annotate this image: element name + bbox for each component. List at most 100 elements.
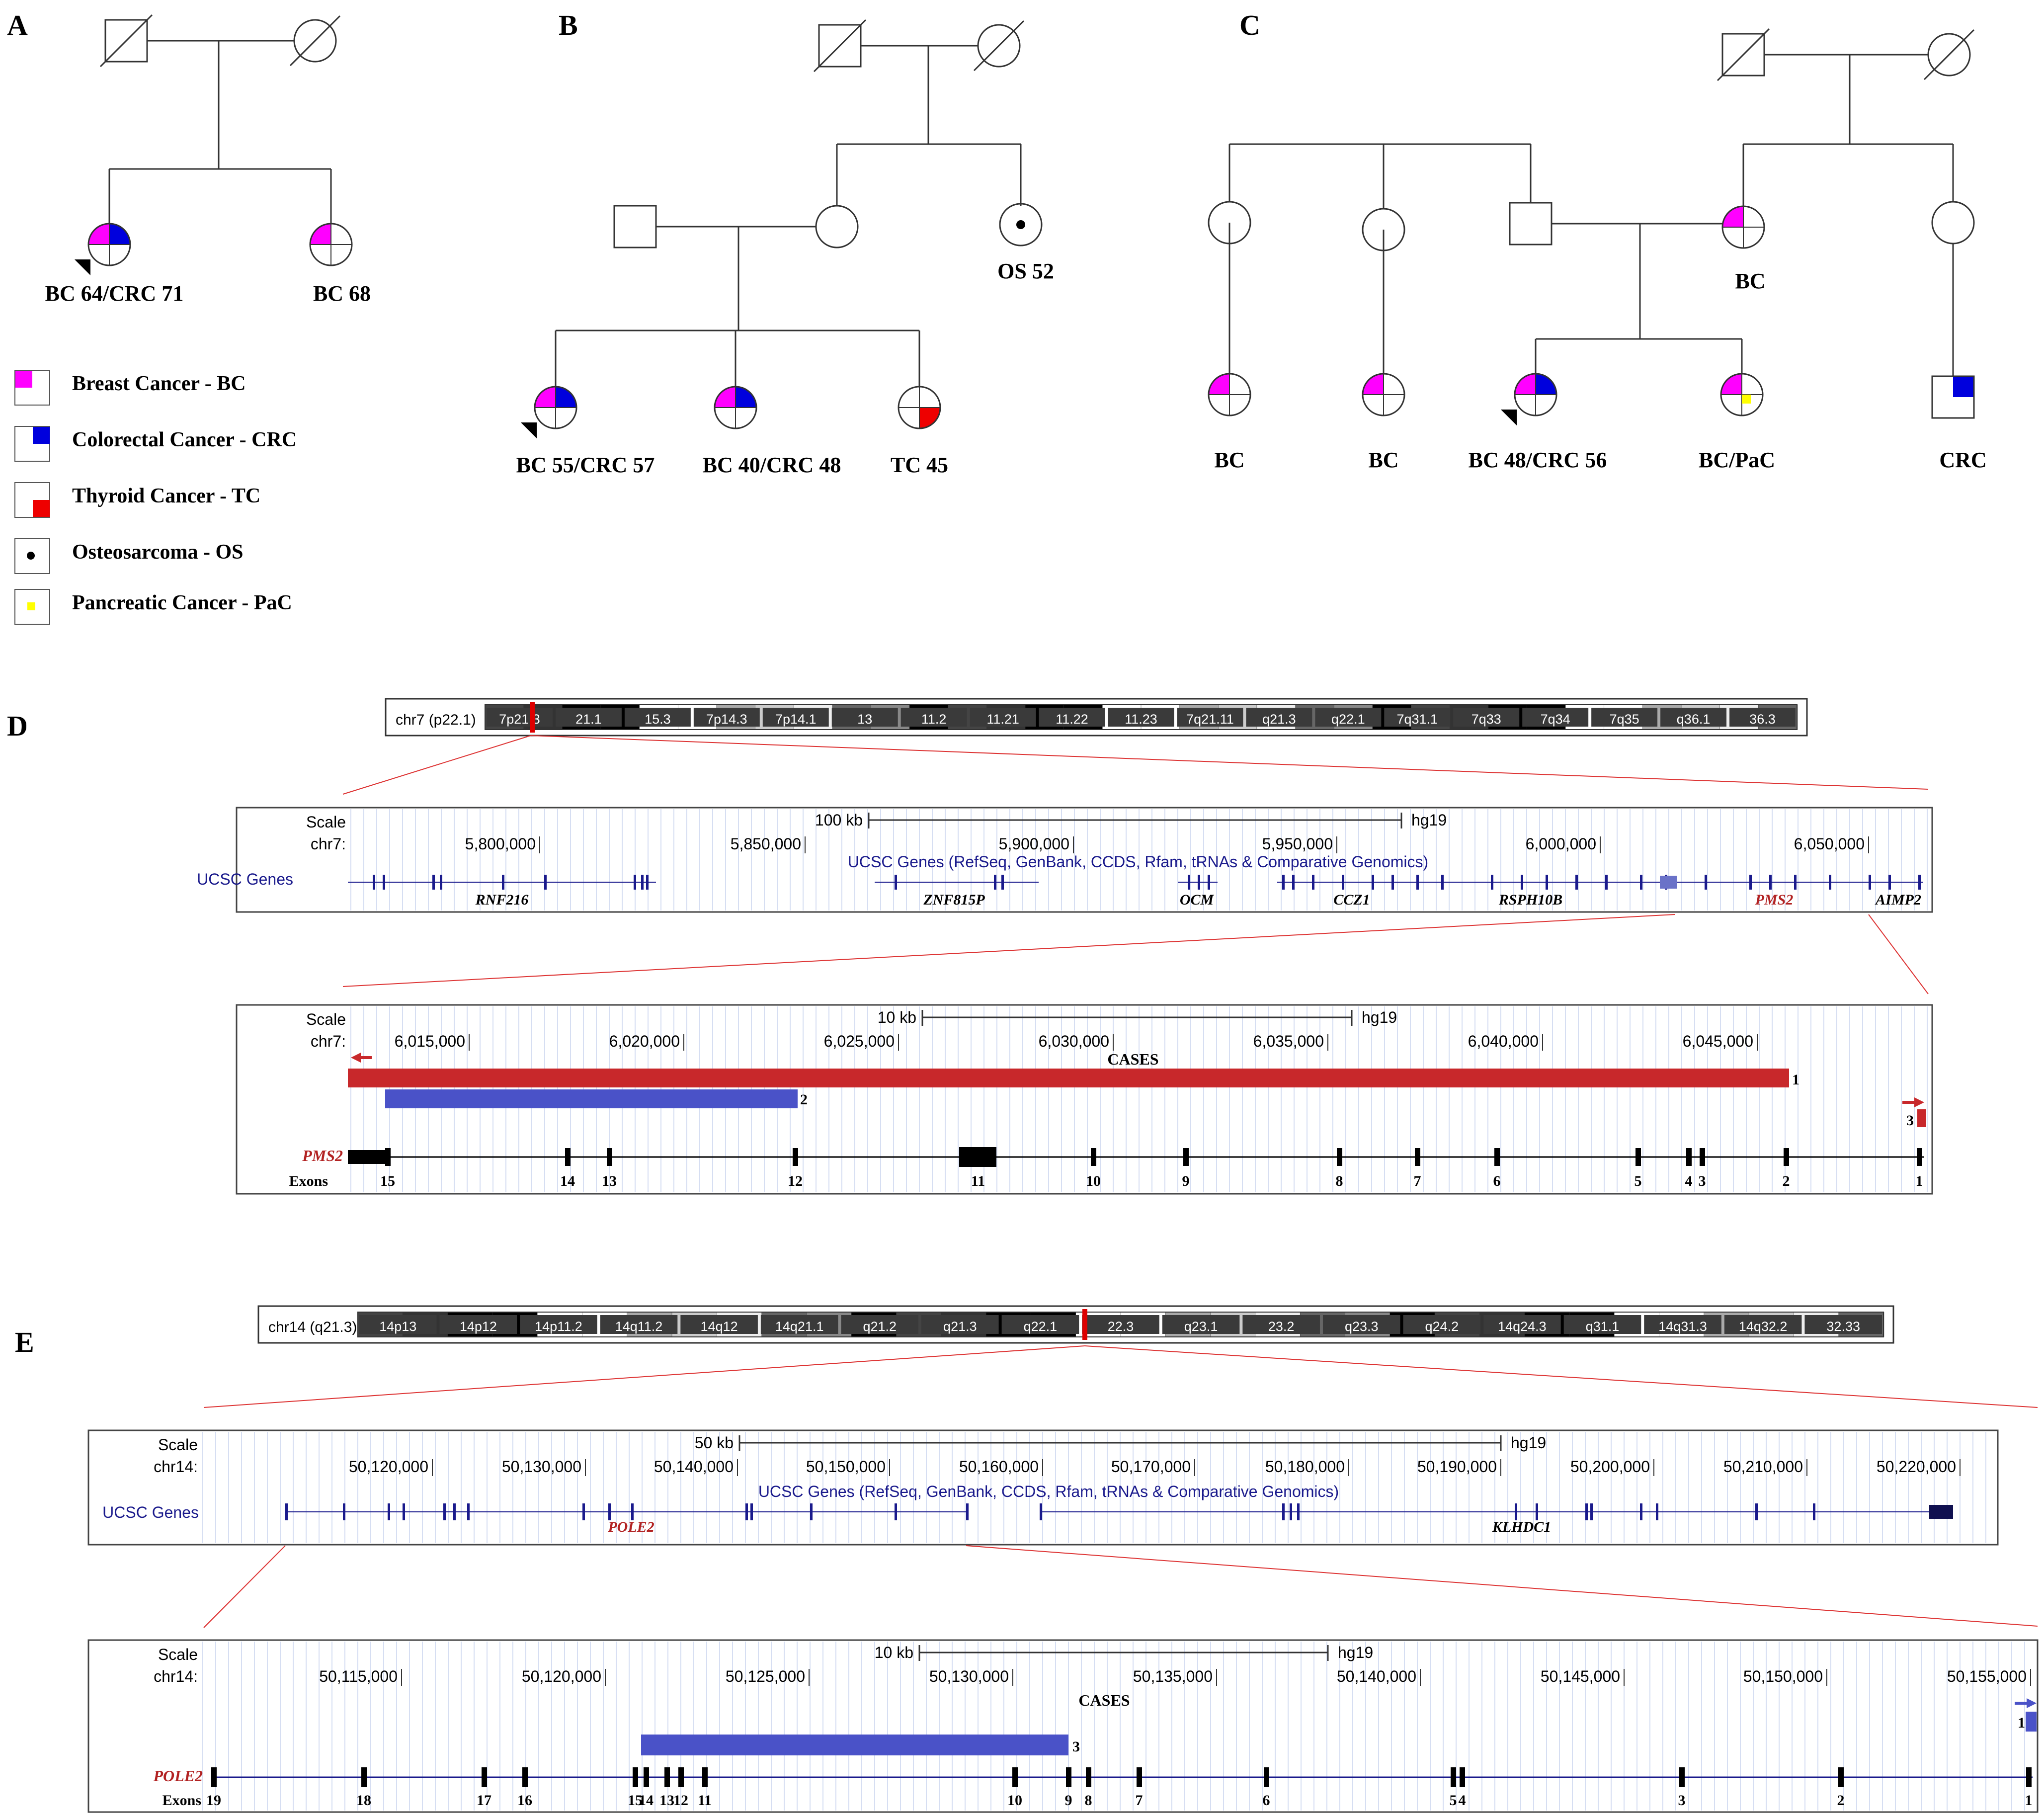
b-mother	[815, 205, 859, 248]
exon-mark	[522, 1767, 528, 1787]
exon-number: 12	[673, 1792, 688, 1809]
band-label: 36.3	[1749, 712, 1776, 727]
case-id-label: 1	[2018, 1715, 2025, 1731]
chr-label: chr14:	[154, 1458, 198, 1476]
position-label: 5,950,000	[1262, 835, 1333, 853]
chr-label: chr14:	[154, 1667, 198, 1685]
position-label: 50,135,000	[1133, 1667, 1213, 1685]
exon-mark	[1813, 1503, 1815, 1520]
male-outline	[1931, 375, 1975, 419]
position-label: 6,000,000	[1526, 835, 1596, 853]
band-label-bg	[762, 708, 829, 727]
exon-mark	[1515, 1503, 1517, 1520]
position-label: 5,900,000	[999, 835, 1069, 853]
position-label: 50,145,000	[1541, 1667, 1620, 1685]
exon-number: 14	[639, 1792, 654, 1809]
band-label-bg	[1522, 708, 1589, 727]
c-maternal-aunt	[1931, 201, 1975, 245]
legend-item: Colorectal Cancer - CRC	[14, 426, 297, 462]
ideogram-outline	[485, 704, 1798, 730]
exon-mark	[1829, 875, 1831, 890]
exon-number: 12	[788, 1173, 803, 1189]
e-zoom-line	[1084, 1345, 2038, 1408]
exon-mark	[1869, 875, 1871, 890]
exon-number: 1	[2025, 1792, 2033, 1809]
affected-quadrant	[88, 224, 109, 245]
exon-mark	[1575, 875, 1578, 890]
exon-mark	[1137, 1767, 1142, 1787]
band-label: 14q12	[701, 1319, 738, 1334]
band-label-bg	[1039, 708, 1105, 727]
exon-number: 3	[1699, 1173, 1706, 1189]
exon-mark	[1794, 875, 1797, 890]
c-father	[1509, 202, 1553, 246]
position-label: 50,180,000	[1265, 1458, 1345, 1476]
exon-mark	[453, 1503, 456, 1520]
b-sister-female	[714, 386, 757, 429]
exon-mark	[1536, 1503, 1538, 1520]
exon-mark	[634, 875, 636, 890]
exon-mark	[1491, 875, 1493, 890]
b-grandfather	[813, 19, 867, 73]
position-label: 6,050,000	[1794, 835, 1865, 853]
c-label-cousin: BC	[1368, 448, 1398, 472]
legend-item: Pancreatic Cancer - PaC	[14, 589, 292, 625]
exon-mark	[1521, 875, 1523, 890]
affected-quadrant	[1953, 376, 1974, 397]
position-label: 50,130,000	[502, 1458, 581, 1476]
gene-name-label: POLE2	[607, 1519, 654, 1535]
exon-mark	[793, 1148, 798, 1166]
scale-label: Scale	[158, 1646, 198, 1663]
affected-quadrant	[535, 387, 556, 408]
d-track-cases: Scale chr7: 10 kb hg19 6,015,000 6,020,000 6,0…	[236, 1004, 1933, 1195]
female-outline	[1931, 201, 1975, 245]
d-ideogram: chr7 (p22.1) 7p21.3 21.1 15.3 7p14.3 7p14.1 13…	[385, 698, 1808, 737]
exon-number: 11	[698, 1792, 712, 1809]
position-label: 6,020,000	[609, 1032, 680, 1050]
scale-bar-label: 100 kb	[815, 811, 863, 829]
gene-name-label: KLHDC1	[1492, 1519, 1551, 1535]
exon-mark	[1040, 1503, 1042, 1520]
affected-quadrant	[1536, 374, 1556, 395]
exon-mark	[607, 1148, 612, 1166]
affected-quadrant	[919, 408, 940, 428]
exon-mark	[1312, 875, 1314, 890]
band-label-bg	[1453, 708, 1520, 727]
band-label-bg	[1108, 708, 1174, 727]
position-label: 50,120,000	[349, 1458, 428, 1476]
pancreatic-marker	[1742, 395, 1751, 404]
exon-mark	[361, 1767, 367, 1787]
c-cousin-crc	[1931, 375, 1975, 419]
b-aunt-os	[999, 203, 1043, 247]
case-bar-2	[385, 1089, 798, 1108]
exon-mark	[1784, 1148, 1789, 1166]
band-label: q21.2	[863, 1319, 897, 1334]
exon-mark	[745, 1503, 748, 1520]
band-label: 7q33	[1472, 712, 1501, 727]
band-label-bg	[1483, 1315, 1561, 1334]
exon-number: 7	[1136, 1792, 1143, 1809]
exon-mark	[641, 875, 644, 890]
position-label: 50,220,000	[1877, 1458, 1956, 1476]
exon-mark	[1297, 1503, 1300, 1520]
exon-number: 5	[1450, 1792, 1457, 1809]
band-label: 13	[857, 712, 872, 727]
scale-bar-label: 10 kb	[878, 1008, 916, 1026]
position-label: 50,150,000	[806, 1458, 886, 1476]
exon-mark	[1337, 1148, 1342, 1166]
d-cases-label: CASES	[1107, 1050, 1158, 1068]
band-label: 7q21.11	[1186, 712, 1234, 727]
exon-mark	[976, 1148, 981, 1166]
affected-quadrant	[1209, 374, 1229, 395]
exon-mark	[1705, 875, 1707, 890]
exon-mark	[1749, 875, 1752, 890]
exon-mark	[664, 1767, 670, 1787]
gene-name-label: CCZ1	[1333, 892, 1370, 908]
exon-number: 2	[1837, 1792, 1845, 1809]
panel-label-d: D	[7, 710, 28, 742]
exon-mark	[631, 1503, 634, 1520]
position-label: 50,140,000	[1337, 1667, 1416, 1685]
exon-mark	[1086, 1767, 1091, 1787]
exon-mark	[1686, 1148, 1692, 1166]
a-sister-female	[309, 223, 353, 266]
